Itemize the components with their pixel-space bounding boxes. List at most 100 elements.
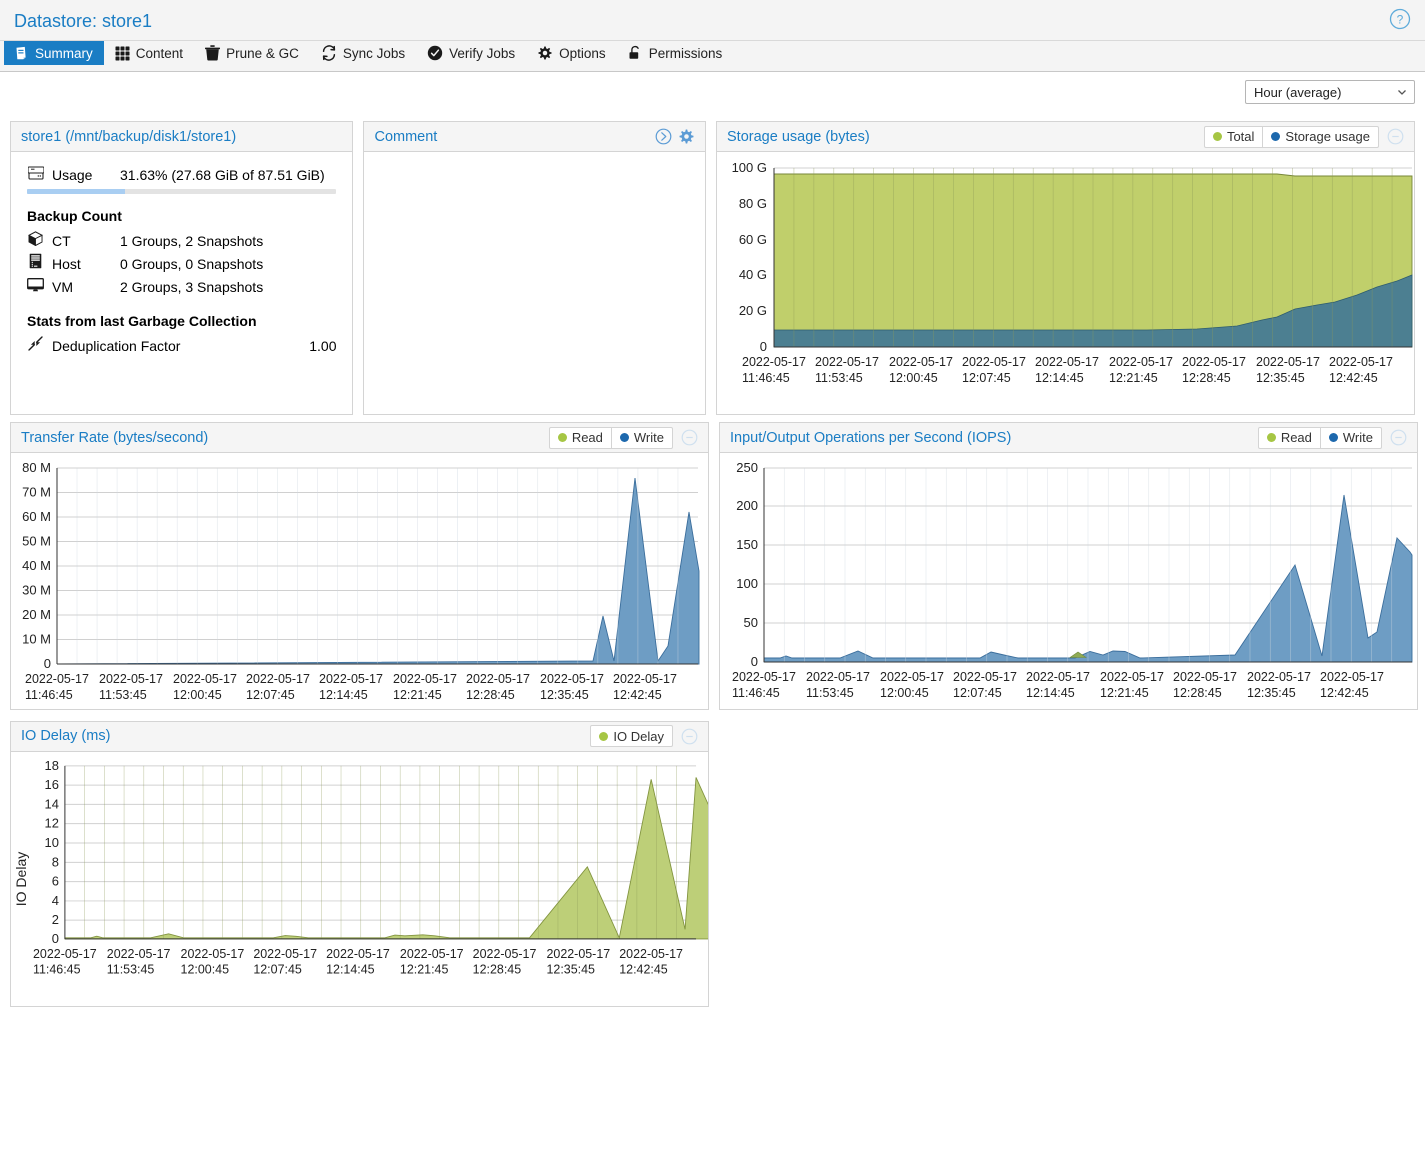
- svg-text:12:14:45: 12:14:45: [326, 963, 375, 977]
- svg-text:40 M: 40 M: [22, 558, 51, 573]
- svg-text:2022-05-17: 2022-05-17: [107, 947, 171, 961]
- svg-text:2022-05-17: 2022-05-17: [1182, 355, 1246, 369]
- svg-text:?: ?: [1397, 13, 1404, 27]
- svg-text:11:46:45: 11:46:45: [742, 371, 790, 385]
- svg-text:60 M: 60 M: [22, 509, 51, 524]
- svg-text:12:14:45: 12:14:45: [1026, 686, 1075, 700]
- svg-text:12:35:45: 12:35:45: [546, 963, 595, 977]
- svg-text:11:46:45: 11:46:45: [33, 963, 81, 977]
- svg-text:20 M: 20 M: [22, 607, 51, 622]
- svg-text:2022-05-17: 2022-05-17: [400, 947, 464, 961]
- svg-text:11:53:45: 11:53:45: [107, 963, 155, 977]
- svg-text:40 G: 40 G: [739, 267, 767, 282]
- svg-text:50 M: 50 M: [22, 534, 51, 549]
- svg-text:2022-05-17: 2022-05-17: [253, 947, 317, 961]
- svg-text:2022-05-17: 2022-05-17: [546, 947, 610, 961]
- svg-text:2022-05-17: 2022-05-17: [540, 672, 604, 686]
- svg-text:12:00:45: 12:00:45: [181, 963, 230, 977]
- svg-text:11:53:45: 11:53:45: [815, 371, 863, 385]
- svg-text:12:35:45: 12:35:45: [540, 688, 589, 702]
- svg-text:12:21:45: 12:21:45: [393, 688, 442, 702]
- svg-text:12:21:45: 12:21:45: [1109, 371, 1158, 385]
- svg-text:12:42:45: 12:42:45: [1329, 371, 1378, 385]
- svg-text:12:21:45: 12:21:45: [1100, 686, 1149, 700]
- svg-text:4: 4: [52, 893, 59, 908]
- svg-text:2022-05-17: 2022-05-17: [1109, 355, 1173, 369]
- svg-text:70 M: 70 M: [22, 485, 51, 500]
- svg-text:250: 250: [736, 460, 758, 475]
- svg-text:2022-05-17: 2022-05-17: [173, 672, 237, 686]
- svg-text:2022-05-17: 2022-05-17: [1329, 355, 1393, 369]
- svg-text:2022-05-17: 2022-05-17: [326, 947, 390, 961]
- svg-text:2022-05-17: 2022-05-17: [889, 355, 953, 369]
- svg-text:12:00:45: 12:00:45: [880, 686, 929, 700]
- svg-text:200: 200: [736, 498, 758, 513]
- svg-text:2022-05-17: 2022-05-17: [393, 672, 457, 686]
- svg-text:8: 8: [52, 854, 59, 869]
- svg-text:0: 0: [760, 339, 767, 354]
- svg-text:2022-05-17: 2022-05-17: [1173, 670, 1237, 684]
- svg-text:2022-05-17: 2022-05-17: [815, 355, 879, 369]
- svg-text:2: 2: [52, 912, 59, 927]
- svg-text:2022-05-17: 2022-05-17: [732, 670, 796, 684]
- svg-text:12:35:45: 12:35:45: [1256, 371, 1305, 385]
- svg-text:2022-05-17: 2022-05-17: [613, 672, 677, 686]
- svg-text:12:28:45: 12:28:45: [1173, 686, 1222, 700]
- svg-text:2022-05-17: 2022-05-17: [33, 947, 97, 961]
- svg-text:2022-05-17: 2022-05-17: [25, 672, 89, 686]
- svg-text:2022-05-17: 2022-05-17: [1247, 670, 1311, 684]
- svg-text:16: 16: [44, 777, 58, 792]
- svg-text:12: 12: [44, 816, 58, 831]
- svg-text:12:07:45: 12:07:45: [953, 686, 1002, 700]
- svg-text:12:00:45: 12:00:45: [889, 371, 938, 385]
- svg-text:50: 50: [744, 615, 758, 630]
- svg-text:11:46:45: 11:46:45: [732, 686, 780, 700]
- svg-text:12:42:45: 12:42:45: [619, 963, 668, 977]
- svg-text:2022-05-17: 2022-05-17: [962, 355, 1026, 369]
- svg-text:18: 18: [44, 758, 58, 773]
- svg-text:2022-05-17: 2022-05-17: [473, 947, 537, 961]
- svg-text:0: 0: [751, 654, 758, 669]
- svg-text:6: 6: [52, 874, 59, 889]
- svg-text:12:07:45: 12:07:45: [253, 963, 302, 977]
- svg-text:2022-05-17: 2022-05-17: [953, 670, 1017, 684]
- svg-text:12:07:45: 12:07:45: [246, 688, 295, 702]
- svg-text:11:53:45: 11:53:45: [99, 688, 147, 702]
- svg-text:2022-05-17: 2022-05-17: [319, 672, 383, 686]
- svg-text:2022-05-17: 2022-05-17: [880, 670, 944, 684]
- svg-text:2022-05-17: 2022-05-17: [1035, 355, 1099, 369]
- svg-text:12:35:45: 12:35:45: [1247, 686, 1296, 700]
- svg-text:2022-05-17: 2022-05-17: [246, 672, 310, 686]
- svg-text:11:46:45: 11:46:45: [25, 688, 73, 702]
- svg-text:2022-05-17: 2022-05-17: [742, 355, 806, 369]
- svg-text:12:00:45: 12:00:45: [173, 688, 222, 702]
- svg-text:11:53:45: 11:53:45: [806, 686, 854, 700]
- svg-text:60 G: 60 G: [739, 232, 767, 247]
- svg-text:12:14:45: 12:14:45: [319, 688, 368, 702]
- svg-text:80 M: 80 M: [22, 460, 51, 475]
- svg-text:12:07:45: 12:07:45: [962, 371, 1011, 385]
- svg-text:2022-05-17: 2022-05-17: [619, 947, 683, 961]
- svg-text:12:14:45: 12:14:45: [1035, 371, 1084, 385]
- svg-text:30 M: 30 M: [22, 583, 51, 598]
- svg-text:2022-05-17: 2022-05-17: [181, 947, 245, 961]
- svg-text:0: 0: [52, 931, 59, 946]
- svg-text:12:42:45: 12:42:45: [613, 688, 662, 702]
- svg-text:12:28:45: 12:28:45: [473, 963, 522, 977]
- svg-text:2022-05-17: 2022-05-17: [466, 672, 530, 686]
- svg-text:12:21:45: 12:21:45: [400, 963, 449, 977]
- svg-text:2022-05-17: 2022-05-17: [99, 672, 163, 686]
- svg-text:100: 100: [736, 576, 758, 591]
- svg-text:2022-05-17: 2022-05-17: [1320, 670, 1384, 684]
- svg-text:12:28:45: 12:28:45: [1182, 371, 1231, 385]
- svg-text:10 M: 10 M: [22, 632, 51, 647]
- svg-text:0: 0: [44, 656, 51, 671]
- svg-text:150: 150: [736, 537, 758, 552]
- svg-text:2022-05-17: 2022-05-17: [1026, 670, 1090, 684]
- svg-text:2022-05-17: 2022-05-17: [1256, 355, 1320, 369]
- svg-text:100 G: 100 G: [732, 160, 767, 175]
- svg-text:20 G: 20 G: [739, 303, 767, 318]
- svg-text:80 G: 80 G: [739, 196, 767, 211]
- svg-text:2022-05-17: 2022-05-17: [1100, 670, 1164, 684]
- svg-text:2022-05-17: 2022-05-17: [806, 670, 870, 684]
